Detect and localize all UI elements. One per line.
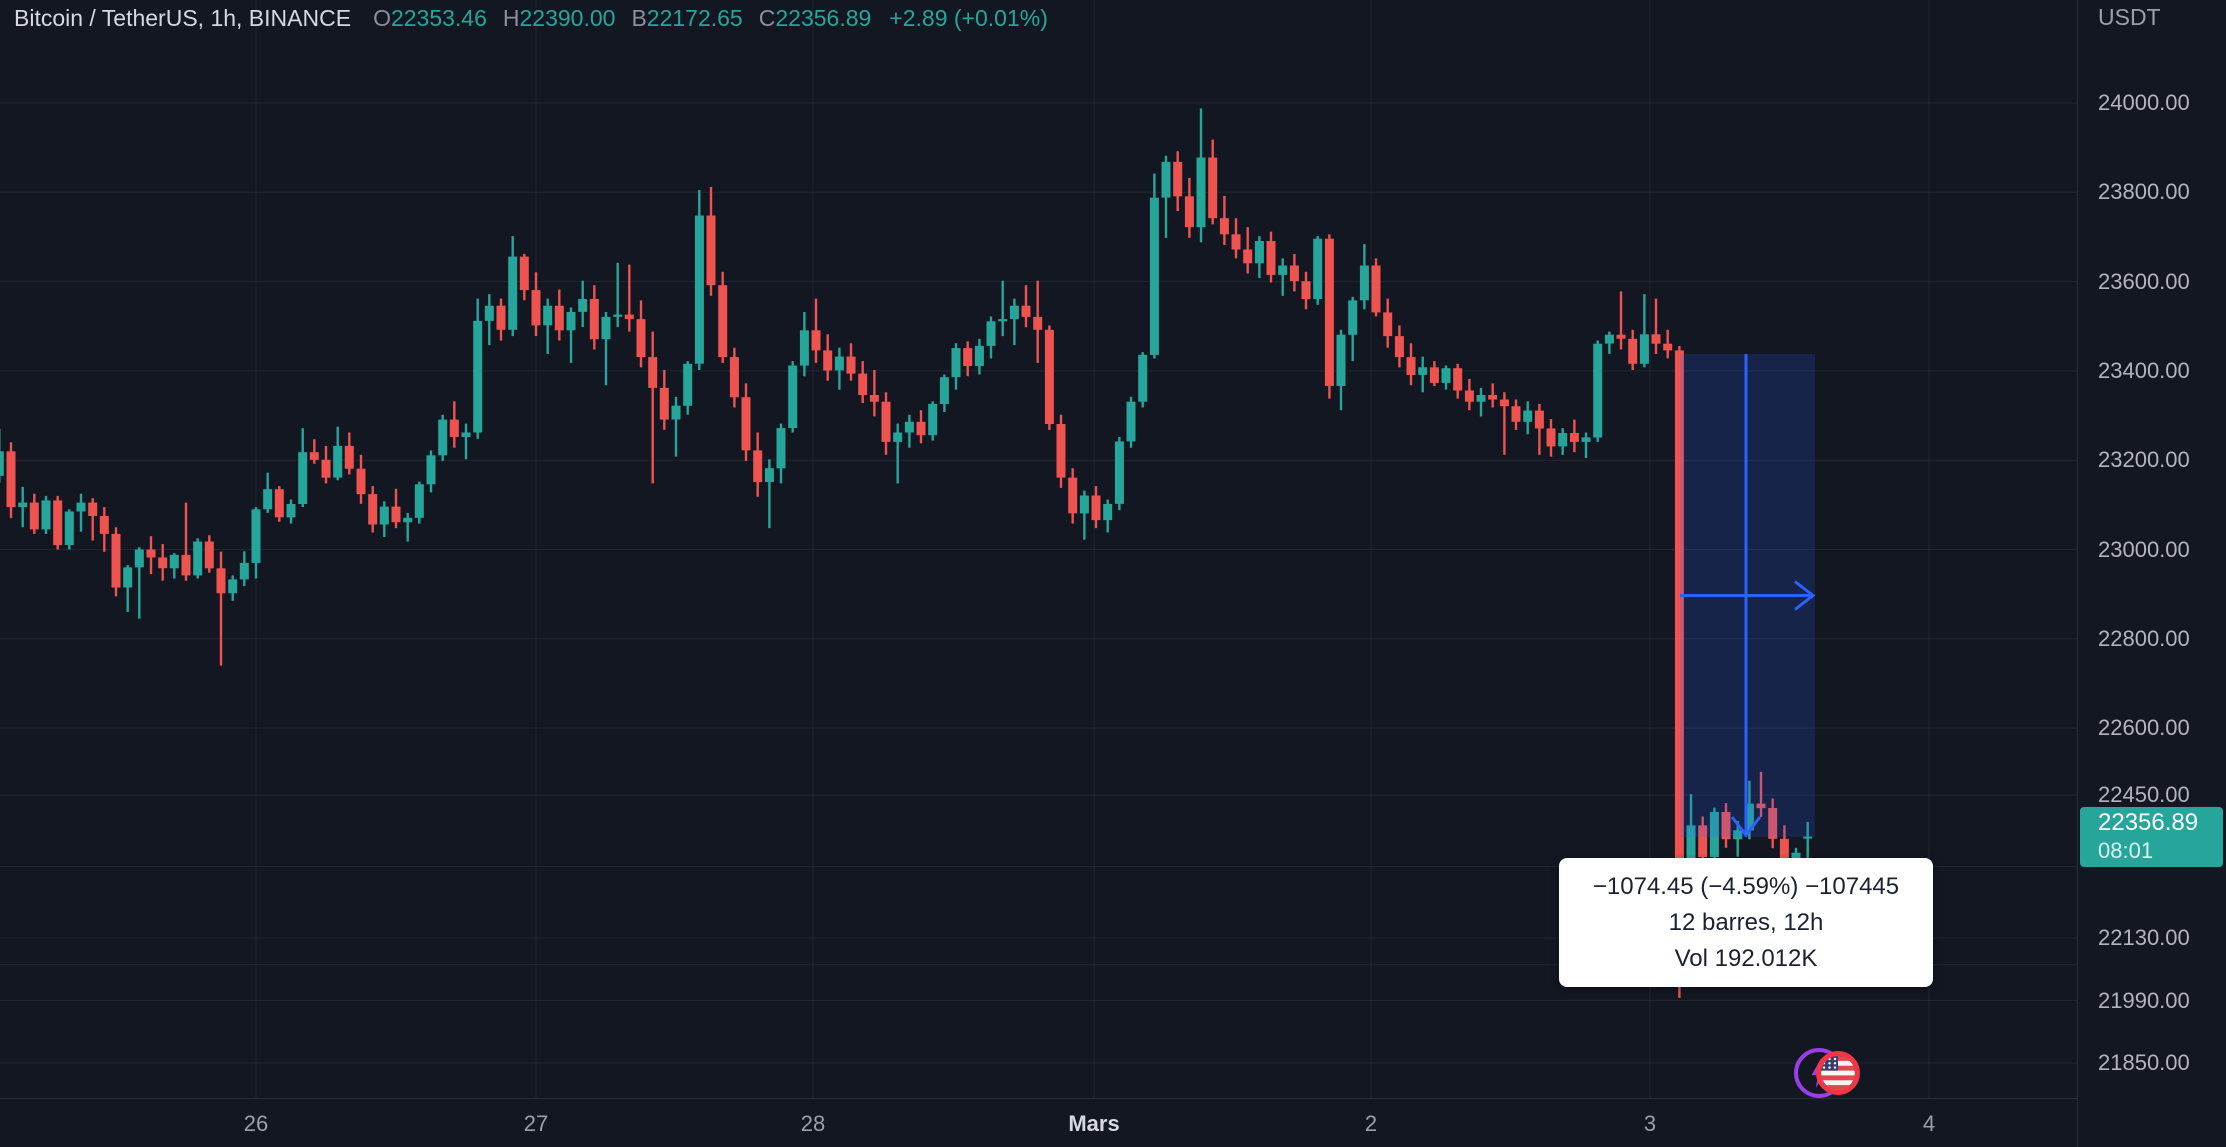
legend-open: O22353.46 [373,5,487,31]
price-tick-label: 22600.00 [2098,715,2190,741]
chart-plot-area[interactable]: −1074.45 (−4.59%) −107445 12 barres, 12h… [0,0,2077,1098]
price-tick-label: 23600.00 [2098,268,2190,294]
time-tick-label: 28 [800,1110,826,1136]
time-tick-label: Mars [1068,1110,1120,1136]
price-tick-label: 23400.00 [2098,357,2190,383]
symbol-legend: Bitcoin / TetherUS, 1h, BINANCE O22353.4… [14,5,1048,32]
price-tick-label: 22130.00 [2098,925,2190,950]
price-tick-label: 24000.00 [2098,90,2190,115]
price-tick-label: 22450.00 [2098,782,2190,808]
legend-low: B22172.65 [631,5,743,31]
time-axis[interactable]: 26 27 28 Mars 2 3 4 [0,1098,2077,1147]
price-tick-label: 23800.00 [2098,179,2190,205]
measure-volume: Vol 192.012K [1674,944,1818,972]
legend-close: C22356.89 [758,5,872,31]
time-tick-label: 3 [1643,1110,1657,1136]
legend-high: H22390.00 [502,5,616,31]
time-tick-label: 4 [1922,1110,1936,1136]
price-axis[interactable]: USDT 22356.89 08:01 24000.00 23800.00 2360… [2077,0,2226,1147]
time-tick-label: 2 [1364,1110,1378,1136]
bar-countdown: 08:01 [2098,837,2154,863]
legend-change: +2.89 (+0.01%) [889,5,1048,31]
us-flag-glyph [1821,1056,1855,1090]
current-price-badge: 22356.89 08:01 [2080,806,2223,867]
time-tick-label: 26 [243,1110,269,1136]
measure-tooltip: −1074.45 (−4.59%) −107445 12 barres, 12h… [1559,858,1933,987]
price-tick-label: 23000.00 [2098,536,2190,562]
measure-bar-count: 12 barres, 12h [1668,908,1824,936]
price-tick-label: 22800.00 [2098,625,2190,651]
price-tick-label: 21850.00 [2098,1050,2190,1075]
quote-currency-label: USDT [2098,4,2161,30]
measure-price-change: −1074.45 (−4.59%) −107445 [1592,872,1900,900]
time-tick-label: 27 [523,1110,549,1136]
symbol-title[interactable]: Bitcoin / TetherUS, 1h, BINANCE [14,5,352,31]
current-price: 22356.89 [2098,808,2199,836]
price-tick-label: 23200.00 [2098,447,2190,473]
us-flag-icon[interactable] [1816,1051,1860,1095]
price-tick-label: 21990.00 [2098,987,2190,1013]
